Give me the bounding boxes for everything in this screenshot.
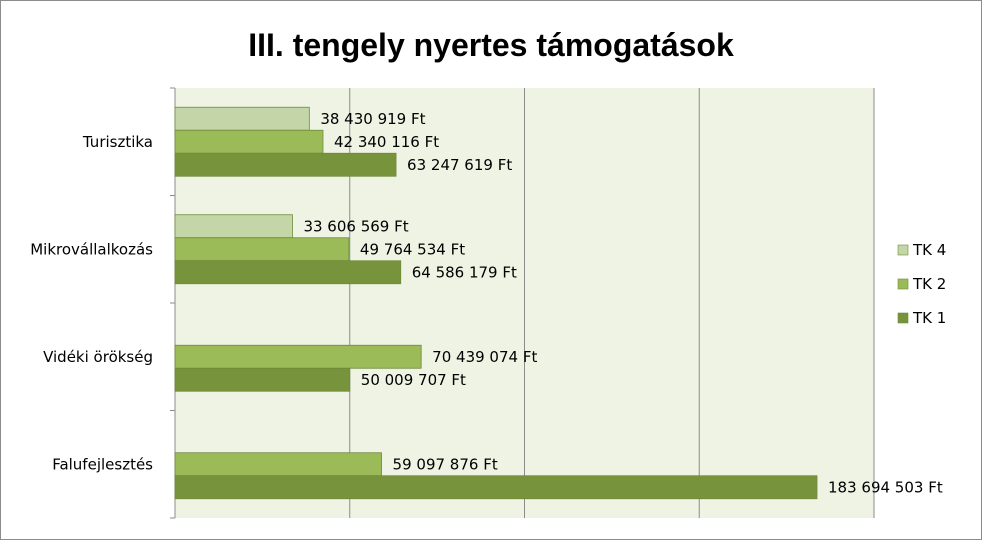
legend-label: TK 4	[912, 241, 946, 259]
data-label: 63 247 619 Ft	[407, 156, 512, 174]
bar	[174, 237, 350, 262]
bar	[174, 344, 422, 369]
legend-label: TK 2	[912, 275, 946, 293]
data-label: 183 694 503 Ft	[828, 478, 943, 496]
data-label: 70 439 074 Ft	[432, 348, 537, 366]
data-label: 33 606 569 Ft	[303, 217, 408, 235]
bar	[174, 452, 382, 477]
data-label: 50 009 707 Ft	[361, 371, 466, 389]
category-label: Falufejlesztés	[52, 455, 153, 473]
bar	[174, 106, 310, 131]
bar	[174, 260, 402, 285]
data-label: 64 586 179 Ft	[412, 263, 517, 281]
legend-swatch	[897, 312, 909, 324]
bar	[174, 129, 324, 154]
data-label: 38 430 919 Ft	[320, 110, 425, 128]
data-label: 42 340 116 Ft	[334, 133, 439, 151]
data-label: 49 764 534 Ft	[360, 240, 465, 258]
legend-swatch	[897, 244, 909, 256]
data-label: 59 097 876 Ft	[393, 455, 498, 473]
legend-label: TK 1	[912, 309, 946, 327]
category-label: Vidéki örökség	[43, 348, 153, 366]
bar	[174, 367, 351, 392]
bar	[174, 214, 293, 239]
bar	[174, 475, 818, 500]
bar	[174, 152, 397, 177]
plot-area: Turisztika 38 430 919 Ft 42 340 116 Ft 63 2…	[30, 87, 943, 519]
legend: TK 4 TK 2 TK 1	[897, 241, 946, 327]
category-label: Mikrovállalkozás	[30, 240, 153, 258]
legend-swatch	[897, 278, 909, 290]
category-label: Turisztika	[82, 133, 153, 151]
chart-title: III. tengely nyertes támogatások	[248, 27, 734, 63]
